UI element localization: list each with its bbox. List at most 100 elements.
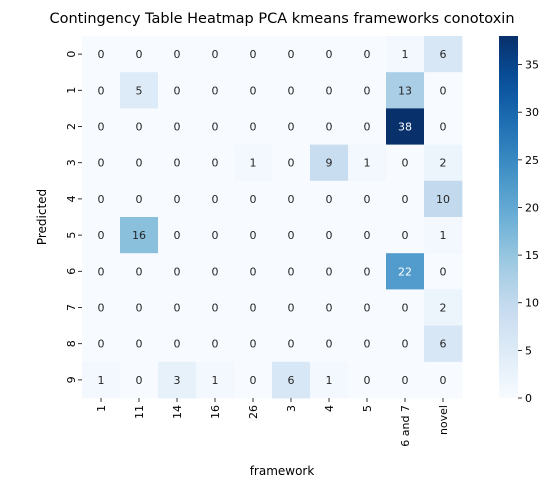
- cell-value-label: 2: [440, 157, 447, 170]
- cell-value-label: 0: [250, 338, 257, 351]
- heatmap-cell: [234, 289, 273, 326]
- x-tick-label: 16: [209, 405, 222, 419]
- heatmap-cell: [158, 108, 197, 145]
- heatmap-cell: [310, 72, 349, 109]
- colorbar-tick-label: 30: [525, 106, 539, 119]
- cell-value-label: 1: [440, 229, 447, 242]
- x-tick-label: 1: [95, 405, 108, 412]
- cell-value-label: 0: [250, 84, 257, 97]
- heatmap-cell: [158, 217, 197, 254]
- cell-value-label: 9: [326, 157, 333, 170]
- heatmap-cell: [386, 253, 425, 290]
- heatmap-cell: [424, 217, 463, 254]
- heatmap-cell: [82, 289, 121, 326]
- cell-value-label: 0: [288, 157, 295, 170]
- x-tick-label: novel: [437, 405, 450, 435]
- cell-value-label: 0: [98, 302, 105, 315]
- heatmap-cell: [310, 36, 349, 73]
- heatmap-cell: [234, 361, 273, 399]
- heatmap-cell: [82, 180, 121, 218]
- heatmap-cell: [348, 72, 387, 109]
- cell-value-label: 0: [440, 121, 447, 134]
- heatmap-cell: [424, 289, 463, 326]
- cell-value-label: 6: [440, 48, 447, 61]
- cell-value-label: 0: [402, 193, 409, 206]
- heatmap-cell: [82, 72, 121, 109]
- heatmap-cell: [386, 325, 425, 363]
- cell-value-label: 16: [132, 229, 146, 242]
- y-tick-label: 7: [65, 304, 78, 311]
- cell-value-label: 1: [250, 157, 257, 170]
- heatmap-cell: [196, 144, 235, 182]
- heatmap-cell: [386, 108, 425, 145]
- cell-value-label: 0: [174, 265, 181, 278]
- cell-value-label: 0: [326, 48, 333, 61]
- colorbar-tick-label: 20: [525, 201, 539, 214]
- cell-value-label: 0: [212, 84, 219, 97]
- heatmap-cell: [424, 36, 463, 73]
- x-axis-label: framework: [250, 464, 315, 478]
- cell-value-label: 0: [326, 193, 333, 206]
- heatmap-cell: [386, 144, 425, 182]
- x-tick-label: 4: [323, 405, 336, 412]
- cell-value-label: 0: [174, 193, 181, 206]
- heatmap-cell: [120, 180, 159, 218]
- colorbar-tick-label: 25: [525, 154, 539, 167]
- colorbar-tick-label: 15: [525, 249, 539, 262]
- y-tick-label: 8: [65, 340, 78, 347]
- heatmap-cell: [196, 325, 235, 363]
- heatmap-cell: [158, 144, 197, 182]
- heatmap-cell: [196, 72, 235, 109]
- heatmap-cell: [348, 108, 387, 145]
- heatmap-cell: [272, 72, 311, 109]
- heatmap-cell: [196, 217, 235, 254]
- cell-value-label: 0: [212, 302, 219, 315]
- heatmap-cell: [82, 108, 121, 145]
- y-tick-label: 0: [65, 51, 78, 58]
- x-tick-label: 11: [133, 405, 146, 419]
- cell-value-label: 0: [364, 84, 371, 97]
- cell-value-label: 0: [212, 338, 219, 351]
- cell-value-label: 10: [436, 193, 450, 206]
- heatmap-cell: [348, 36, 387, 73]
- cell-value-label: 0: [174, 84, 181, 97]
- cell-value-label: 0: [288, 338, 295, 351]
- cell-value-label: 0: [364, 374, 371, 387]
- cell-value-label: 0: [212, 229, 219, 242]
- x-tick-label: 14: [171, 405, 184, 419]
- cell-value-label: 6: [440, 338, 447, 351]
- heatmap-cell: [120, 325, 159, 363]
- heatmap-cell: [82, 253, 121, 290]
- cell-value-label: 0: [364, 193, 371, 206]
- cell-value-label: 3: [174, 374, 181, 387]
- cell-value-label: 0: [364, 229, 371, 242]
- heatmap-cell: [234, 108, 273, 145]
- cell-value-label: 1: [98, 374, 105, 387]
- x-tick-label: 5: [361, 405, 374, 412]
- heatmap-cell: [348, 144, 387, 182]
- cell-value-label: 0: [250, 302, 257, 315]
- heatmap-cell: [386, 36, 425, 73]
- heatmap-cell: [348, 289, 387, 326]
- y-tick-label: 6: [65, 268, 78, 275]
- heatmap-cell: [234, 36, 273, 73]
- cell-value-label: 0: [212, 193, 219, 206]
- heatmap-cell: [158, 180, 197, 218]
- heatmap-cell: [82, 325, 121, 363]
- cell-value-label: 1: [364, 157, 371, 170]
- heatmap-cell: [310, 289, 349, 326]
- cell-value-label: 0: [364, 121, 371, 134]
- cell-value-label: 0: [98, 265, 105, 278]
- cell-value-label: 0: [174, 302, 181, 315]
- heatmap-cell: [310, 217, 349, 254]
- y-tick-label: 2: [65, 123, 78, 130]
- heatmap-cell: [196, 289, 235, 326]
- heatmap-cell: [196, 108, 235, 145]
- y-tick-label: 3: [65, 159, 78, 166]
- heatmap-cell: [120, 144, 159, 182]
- heatmap-cell: [158, 325, 197, 363]
- heatmap-cell: [310, 361, 349, 399]
- cell-value-label: 0: [402, 157, 409, 170]
- heatmap-cell: [272, 36, 311, 73]
- heatmap-cell: [272, 108, 311, 145]
